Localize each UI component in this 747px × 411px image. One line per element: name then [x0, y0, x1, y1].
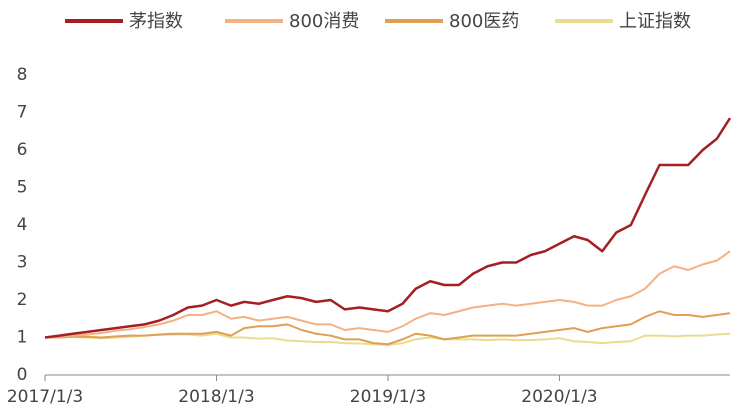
- legend-label: 800医药: [449, 11, 519, 32]
- legend-label: 茅指数: [129, 11, 183, 32]
- y-tick-label: 8: [17, 65, 28, 85]
- y-tick-label: 2: [17, 290, 28, 310]
- y-tick-label: 1: [17, 328, 28, 348]
- x-tick-label: 2017/1/3: [7, 387, 83, 407]
- y-tick-label: 3: [17, 253, 28, 273]
- legend-item: 800医药: [385, 11, 519, 32]
- x-tick-label: 2019/1/3: [350, 387, 426, 407]
- legend-label: 上证指数: [619, 11, 691, 32]
- legend-label: 800消费: [289, 11, 359, 32]
- series-line: [44, 250, 731, 339]
- y-tick-label: 6: [17, 140, 28, 160]
- y-tick-label: 7: [17, 103, 28, 123]
- y-tick-label: 5: [17, 178, 28, 198]
- legend-item: 800消费: [225, 11, 359, 32]
- y-tick-label: 4: [17, 215, 28, 235]
- legend: 茅指数 800消费 800医药 上证指数: [65, 11, 691, 32]
- legend-item: 上证指数: [555, 11, 691, 32]
- legend-item: 茅指数: [65, 11, 183, 32]
- x-tick-label: 2020/1/3: [521, 387, 597, 407]
- series-line: [45, 310, 731, 346]
- x-tick-label: 2018/1/3: [178, 387, 254, 407]
- y-tick-label: 0: [17, 365, 28, 385]
- series-line: [44, 117, 732, 339]
